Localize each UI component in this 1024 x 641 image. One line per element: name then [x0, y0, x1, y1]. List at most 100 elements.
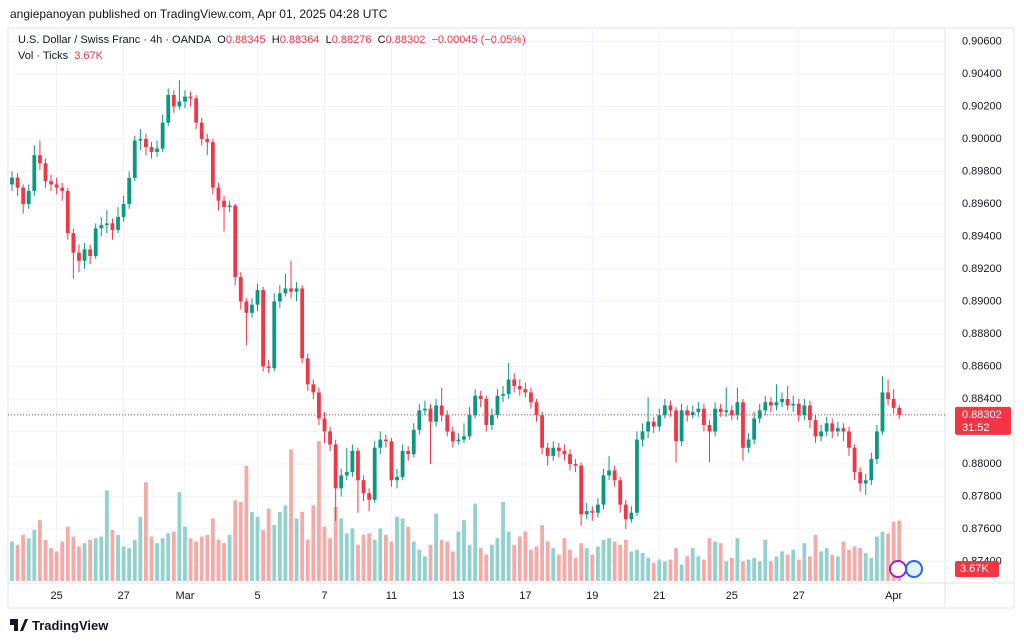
volume-bar — [244, 465, 249, 581]
candle-body — [891, 398, 896, 408]
candle-body — [796, 403, 801, 416]
volume-bar — [289, 449, 293, 581]
change: −0.00045 (−0.05%) — [431, 34, 526, 46]
volume-bar — [835, 556, 840, 581]
volume-bar — [696, 556, 701, 581]
candle-body — [21, 187, 26, 204]
volume-bar — [411, 541, 416, 581]
volume-bar — [584, 548, 589, 581]
candle-body — [104, 223, 109, 226]
volume-bar — [590, 554, 595, 581]
candle-body — [356, 450, 360, 481]
candle-body — [802, 405, 807, 416]
candle-body — [741, 402, 745, 448]
candle-body — [138, 138, 143, 141]
volume-bar — [852, 546, 857, 581]
y-tick-label: 0.90200 — [962, 100, 1002, 112]
volume-tag-value: 3.67K — [960, 563, 989, 575]
price-tag-value: 0.88302 — [962, 409, 1002, 421]
volume-bar — [607, 538, 611, 581]
candle-body — [88, 249, 93, 256]
volume-bar — [255, 516, 260, 581]
candle-body — [199, 122, 204, 139]
volume-bar — [250, 511, 254, 581]
volume-bar — [640, 553, 645, 581]
candle-body — [596, 504, 600, 513]
y-tick-label: 0.88400 — [962, 393, 1002, 405]
volume-bar — [551, 548, 556, 581]
candle-body — [261, 290, 265, 367]
volume-bar — [802, 543, 807, 581]
y-tick-label: 0.88000 — [962, 458, 1002, 470]
candle-body — [411, 429, 416, 455]
x-tick-label: 21 — [653, 590, 665, 602]
x-tick-label: 27 — [793, 590, 805, 602]
volume-bar — [116, 534, 120, 581]
volume-bar — [15, 544, 20, 581]
candle-body — [556, 447, 561, 451]
volume-bar — [339, 518, 344, 581]
candle-body — [428, 408, 433, 422]
volume-bar — [651, 562, 656, 581]
event-icon[interactable] — [889, 560, 907, 578]
volume-bar — [869, 557, 874, 581]
volume-bar — [808, 556, 812, 581]
candle-body — [484, 398, 489, 425]
candle-body — [250, 304, 254, 313]
volume-bar — [523, 531, 528, 581]
candle-body — [177, 101, 182, 107]
volume-bar — [194, 541, 199, 581]
candle-body — [317, 392, 321, 419]
candle-body — [183, 96, 187, 102]
candle-body — [10, 177, 14, 185]
candle-body — [462, 436, 466, 440]
candle-body — [60, 187, 65, 191]
volume-bar — [10, 541, 14, 581]
volume-bar — [752, 557, 757, 581]
ohlc-letter: C — [377, 34, 386, 46]
volume-bar — [350, 528, 355, 581]
volume-bar — [49, 548, 53, 581]
candle-body — [272, 301, 277, 369]
x-tick-label: Apr — [885, 590, 902, 602]
candle-body — [333, 444, 338, 489]
candle-body — [188, 96, 193, 99]
volume-bar — [110, 529, 115, 581]
event-icon[interactable] — [905, 560, 923, 578]
candle-body — [830, 423, 835, 432]
candle-body — [545, 447, 550, 456]
candle-body — [289, 288, 293, 292]
volume-bar — [830, 554, 835, 581]
candle-body — [155, 148, 159, 152]
volume-bar — [104, 490, 109, 581]
symbol: U.S. Dollar / Swiss Franc · 4h · OANDA — [18, 34, 212, 46]
volume-bar — [741, 561, 745, 581]
volume-bar — [534, 546, 539, 581]
candle-body — [517, 385, 522, 390]
volume-bar — [702, 559, 706, 581]
volume-bar — [311, 505, 316, 581]
volume-bar — [155, 543, 159, 581]
candle-body — [227, 205, 232, 208]
logo — [10, 619, 28, 631]
volume-bar — [629, 551, 634, 581]
x-tick-label: 27 — [117, 590, 129, 602]
volume-bar — [227, 534, 232, 581]
candle-body — [400, 450, 405, 477]
candle-body — [863, 480, 868, 484]
candle-body — [205, 138, 210, 143]
candle-body — [26, 190, 31, 204]
y-tick-label: 0.90000 — [962, 133, 1002, 145]
volume-bar — [32, 529, 37, 581]
candle-body — [210, 142, 215, 188]
volume-bar — [685, 556, 690, 581]
candle-body — [71, 233, 76, 253]
candle-body — [724, 410, 729, 412]
candle-body — [713, 408, 717, 432]
volume-bar — [389, 541, 394, 581]
candle-body — [99, 225, 104, 229]
volume-bar — [60, 541, 65, 581]
volume-bar — [484, 554, 489, 581]
volume-bar — [545, 541, 550, 581]
y-tick-label: 0.89200 — [962, 263, 1002, 275]
